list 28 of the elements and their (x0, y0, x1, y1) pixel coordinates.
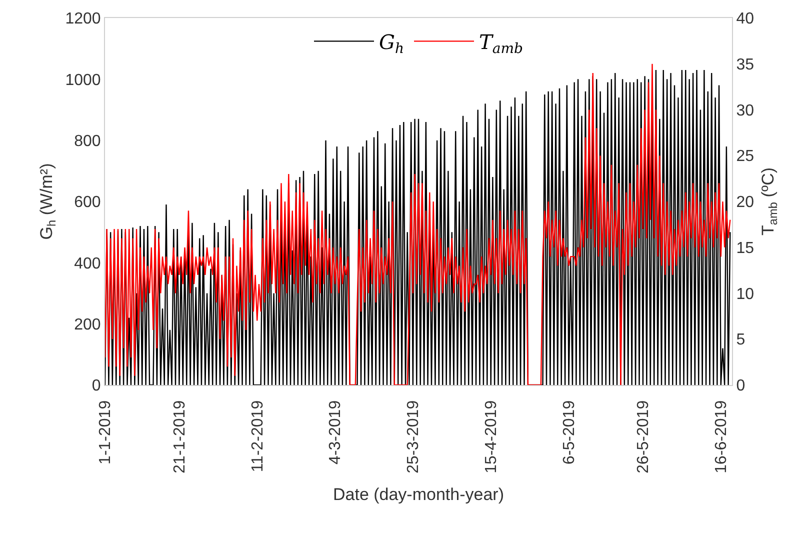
y-tick-label: 600 (74, 194, 101, 212)
x-tick-label: 26-5-2019 (635, 400, 652, 474)
x-axis-title: Date (day-month-year) (332, 484, 504, 504)
x-tick-label: 6-5-2019 (560, 400, 578, 464)
y-tick-label: 200 (74, 316, 101, 334)
y-tick-label: 800 (74, 132, 101, 150)
y-tick-label: 1200 (65, 10, 101, 28)
y2-tick-label: 15 (736, 240, 754, 257)
y2-tick-label: 10 (736, 286, 754, 303)
x-tick-label: 16-6-2019 (713, 400, 730, 474)
y2-tick-label: 40 (736, 10, 754, 28)
y2-tick-label: 0 (736, 378, 746, 395)
x-tick-label: 21-1-2019 (171, 400, 188, 474)
y-tick-label: 0 (92, 378, 101, 395)
y2-tick-label: 30 (736, 102, 754, 120)
x-tick-label: 25-3-2019 (405, 400, 422, 474)
x-tick-label: 11-2-2019 (249, 400, 266, 472)
y-tick-label: 400 (74, 255, 101, 272)
y-tick-label: 1000 (65, 72, 101, 89)
x-tick-label: 15-4-2019 (483, 400, 500, 474)
y2-tick-label: 35 (736, 56, 754, 74)
legend-label: G$_{h}$ (379, 30, 404, 58)
x-tick-label: 4-3-2019 (327, 400, 344, 464)
y2-tick-label: 20 (736, 194, 754, 212)
y2-tick-label: 5 (736, 332, 746, 349)
legend-label: T$_{amb}$ (479, 30, 523, 58)
x-tick-label: 1-1-2019 (97, 400, 114, 464)
y2-tick-label: 25 (736, 148, 754, 166)
